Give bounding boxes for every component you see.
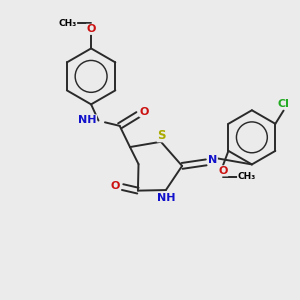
- Text: O: O: [111, 181, 120, 191]
- Text: O: O: [140, 107, 149, 117]
- Text: O: O: [86, 24, 96, 34]
- Text: O: O: [218, 166, 228, 176]
- Text: N: N: [208, 155, 217, 165]
- Text: NH: NH: [157, 193, 176, 203]
- Text: S: S: [157, 129, 166, 142]
- Text: NH: NH: [78, 115, 97, 125]
- Text: Cl: Cl: [278, 99, 290, 109]
- Text: CH₃: CH₃: [58, 19, 77, 28]
- Text: CH₃: CH₃: [238, 172, 256, 181]
